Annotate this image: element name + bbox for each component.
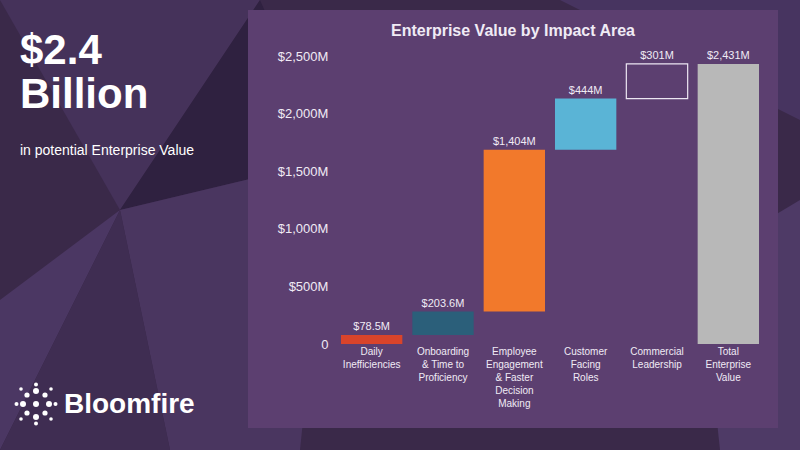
svg-text:$1,000M: $1,000M: [278, 221, 329, 236]
html-text:Bloomfire: Bloomfire: [64, 388, 195, 419]
svg-text:CommercialLeadership: CommercialLeadership: [630, 346, 683, 370]
html-text:Billion: Billion: [20, 70, 149, 117]
svg-text:TotalEnterpriseValue: TotalEnterpriseValue: [706, 346, 752, 383]
svg-text:$2,431M: $2,431M: [707, 49, 750, 61]
svg-text:$78.5M: $78.5M: [353, 320, 390, 332]
svg-text:$500M: $500M: [289, 279, 329, 294]
svg-text:$1,404M: $1,404M: [493, 135, 536, 147]
svg-text:$301M: $301M: [640, 49, 674, 61]
svg-text:$1,500M: $1,500M: [278, 164, 329, 179]
svg-text:CustomerFacingRoles: CustomerFacingRoles: [564, 346, 608, 383]
svg-text:Onboarding& Time toProficiency: Onboarding& Time toProficiency: [417, 346, 469, 383]
svg-text:0: 0: [321, 337, 328, 352]
svg-text:$2,000M: $2,000M: [278, 106, 329, 121]
svg-text:Enterprise Value by Impact Are: Enterprise Value by Impact Area: [391, 22, 635, 39]
svg-text:$2,500M: $2,500M: [278, 49, 329, 64]
svg-text:EmployeeEngagement& FasterDeci: EmployeeEngagement& FasterDecisionMaking: [486, 346, 543, 409]
svg-text:$444M: $444M: [569, 84, 603, 96]
html-text:$2.4: $2.4: [20, 26, 102, 73]
html-text:in potential Enterprise Value: in potential Enterprise Value: [20, 142, 195, 158]
svg-text:$203.6M: $203.6M: [422, 297, 465, 309]
svg-text:DailyInefficiencies: DailyInefficiencies: [343, 346, 401, 370]
